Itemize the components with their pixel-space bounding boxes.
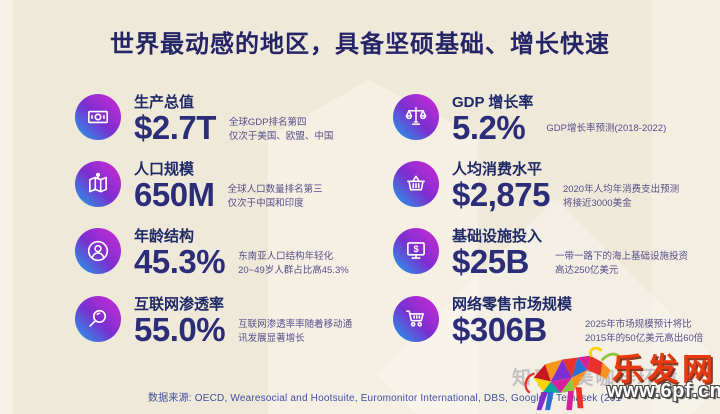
stat-desc: 全球GDP排名第四 仅次于美国、欧盟、中国 [228, 117, 334, 142]
stat-desc: 东南亚人口结构年轻化 20~49岁人群占比高45.3% [238, 251, 349, 276]
cart-icon [393, 296, 439, 342]
stat-value: $2,875 [452, 176, 550, 213]
stat-value: 45.3% [134, 243, 226, 280]
stat-title: 人口规模 [134, 161, 195, 178]
stat-item-consumption: 人均消费水平 $2,875 2020年人均年消费支出预测 将接近3000美金 [393, 161, 679, 215]
svg-text:$: $ [413, 244, 418, 254]
stat-title: GDP 增长率 [452, 94, 534, 111]
stat-title: 生产总值 [134, 94, 195, 111]
stat-value: 650M [134, 176, 215, 213]
basket-icon [393, 161, 439, 207]
stat-item-population: 人口规模 650M 全球人口数量排名第三 仅次于中国和印度 [75, 161, 323, 215]
banknote-icon [75, 94, 121, 140]
background-house-shape [268, 80, 478, 414]
stat-desc: 全球人口数量排名第三 仅次于中国和印度 [227, 184, 323, 209]
brand-url: www.6pf.cn [607, 380, 720, 402]
background-right-band [652, 0, 720, 414]
page-title: 世界最动感的地区，具备坚硕基础、增长快速 [110, 31, 610, 58]
stat-value: $2.7T [134, 109, 216, 146]
stat-title: 基础设施投入 [452, 228, 543, 245]
person-icon [75, 228, 121, 274]
map-icon [75, 161, 121, 207]
stat-desc: 一带一路下的海上基础设施投资 高达250亿美元 [555, 251, 689, 276]
stat-title: 网络零售市场规模 [452, 296, 573, 313]
stat-value: 55.0% [134, 311, 226, 348]
scales-icon [393, 94, 439, 140]
stat-desc: 2020年人均年消费支出预测 将接近3000美金 [562, 184, 680, 209]
stat-value: $306B [452, 311, 547, 348]
magnifier-icon [75, 296, 121, 342]
stat-item-age-structure: 年龄结构 45.3% 东南亚人口结构年轻化 20~49岁人群占比高45.3% [75, 228, 349, 282]
monitor-dollar-icon: $ [393, 228, 439, 274]
low-poly-bull-illustration [524, 347, 623, 411]
stat-item-gdp-total: 生产总值 $2.7T 全球GDP排名第四 仅次于美国、欧盟、中国 [75, 94, 333, 148]
stat-title: 人均消费水平 [452, 161, 543, 178]
background-left-band [0, 0, 13, 414]
stat-item-infrastructure: $ 基础设施投入 $25B 一带一路下的海上基础设施投资 高达250亿美元 [393, 228, 688, 282]
stat-title: 互联网渗透率 [134, 296, 225, 313]
stat-item-gdp-growth: GDP 增长率 5.2% GDP增长率预测(2018-2022) [393, 94, 666, 148]
stat-item-online-retail: 网络零售市场规模 $306B 2025年市场规模预计将比 2015年的50亿美元… [393, 296, 703, 350]
stat-title: 年龄结构 [134, 228, 195, 245]
data-source-note: 数据来源: OECD, Wearesocial and Hootsuite, E… [148, 393, 622, 404]
stat-value: 5.2% [452, 109, 526, 146]
brand-watermark: 乐发网 [612, 352, 717, 387]
stat-desc: GDP增长率预测(2018-2022) [546, 123, 667, 134]
stat-desc: 互联网渗透率率随着移动通 讯发展显著增长 [238, 319, 353, 344]
stat-desc: 2025年市场规模预计将比 2015年的50亿美元高出60倍 [585, 319, 704, 344]
stat-value: $25B [452, 243, 529, 280]
stat-item-internet-penetration: 互联网渗透率 55.0% 互联网渗透率率随着移动通 讯发展显著增长 [75, 296, 352, 350]
